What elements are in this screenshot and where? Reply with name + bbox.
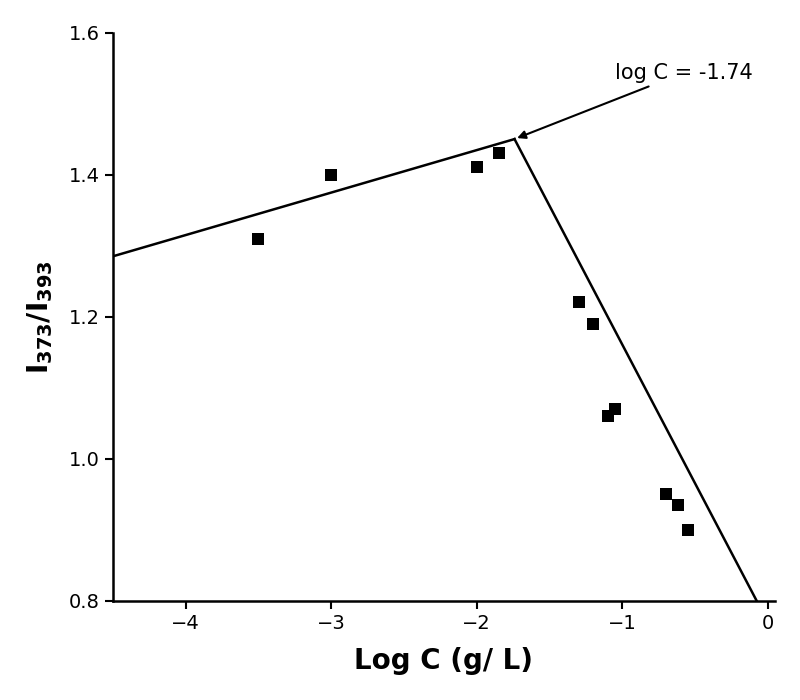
Point (586, 318, 599, 330)
Text: log C = -1.74: log C = -1.74 (519, 63, 753, 138)
Point (325, 169, 338, 180)
Point (609, 403, 622, 414)
X-axis label: Log C (g/ L): Log C (g/ L) (354, 647, 534, 675)
Point (492, 148, 505, 159)
Point (671, 499, 684, 510)
Point (252, 233, 265, 244)
Point (470, 162, 483, 173)
Point (659, 489, 672, 500)
Y-axis label: $\mathbf{I_{373}/ I_{393}}$: $\mathbf{I_{373}/ I_{393}}$ (25, 260, 55, 374)
Point (602, 411, 614, 422)
Point (682, 524, 694, 536)
Point (572, 297, 585, 308)
